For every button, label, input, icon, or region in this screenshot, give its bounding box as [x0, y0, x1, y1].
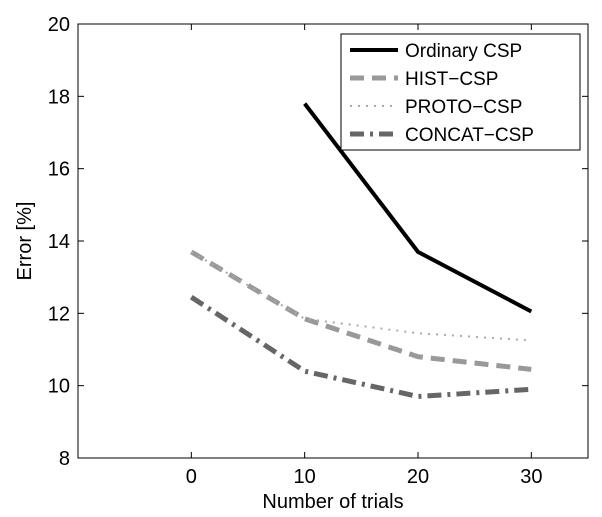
y-tick-label: 8	[59, 448, 70, 470]
y-axis: 8 10 12 14 16 18 20	[48, 14, 588, 470]
y-tick-label: 16	[48, 159, 70, 181]
y-tick-label: 10	[48, 376, 70, 398]
legend-box	[340, 33, 581, 151]
series-line-3	[189, 295, 532, 400]
series-line-1	[190, 249, 532, 372]
y-tick-label: 12	[48, 303, 70, 325]
legend-label: Ordinary CSP	[405, 41, 522, 62]
x-tick-label: 20	[407, 466, 429, 488]
y-tick-label: 14	[48, 231, 70, 253]
legend: Ordinary CSP HIST−CSP PROTO−CSP CONCAT−CSP	[340, 33, 581, 151]
legend-label: HIST−CSP	[405, 69, 498, 90]
x-tick-label: 30	[520, 466, 542, 488]
legend-label: CONCAT−CSP	[405, 125, 534, 146]
series-layer	[189, 102, 533, 400]
x-tick-label: 10	[294, 466, 316, 488]
legend-label: PROTO−CSP	[405, 97, 522, 118]
series-line-0	[303, 102, 533, 314]
y-axis-label: Error [%]	[14, 202, 36, 281]
x-axis: 0 10 20 30	[186, 24, 542, 488]
series-line-2	[190, 251, 532, 342]
y-tick-label: 18	[48, 86, 70, 108]
x-axis-label: Number of trials	[262, 491, 403, 513]
x-tick-label: 0	[186, 466, 197, 488]
y-tick-label: 20	[48, 14, 70, 36]
